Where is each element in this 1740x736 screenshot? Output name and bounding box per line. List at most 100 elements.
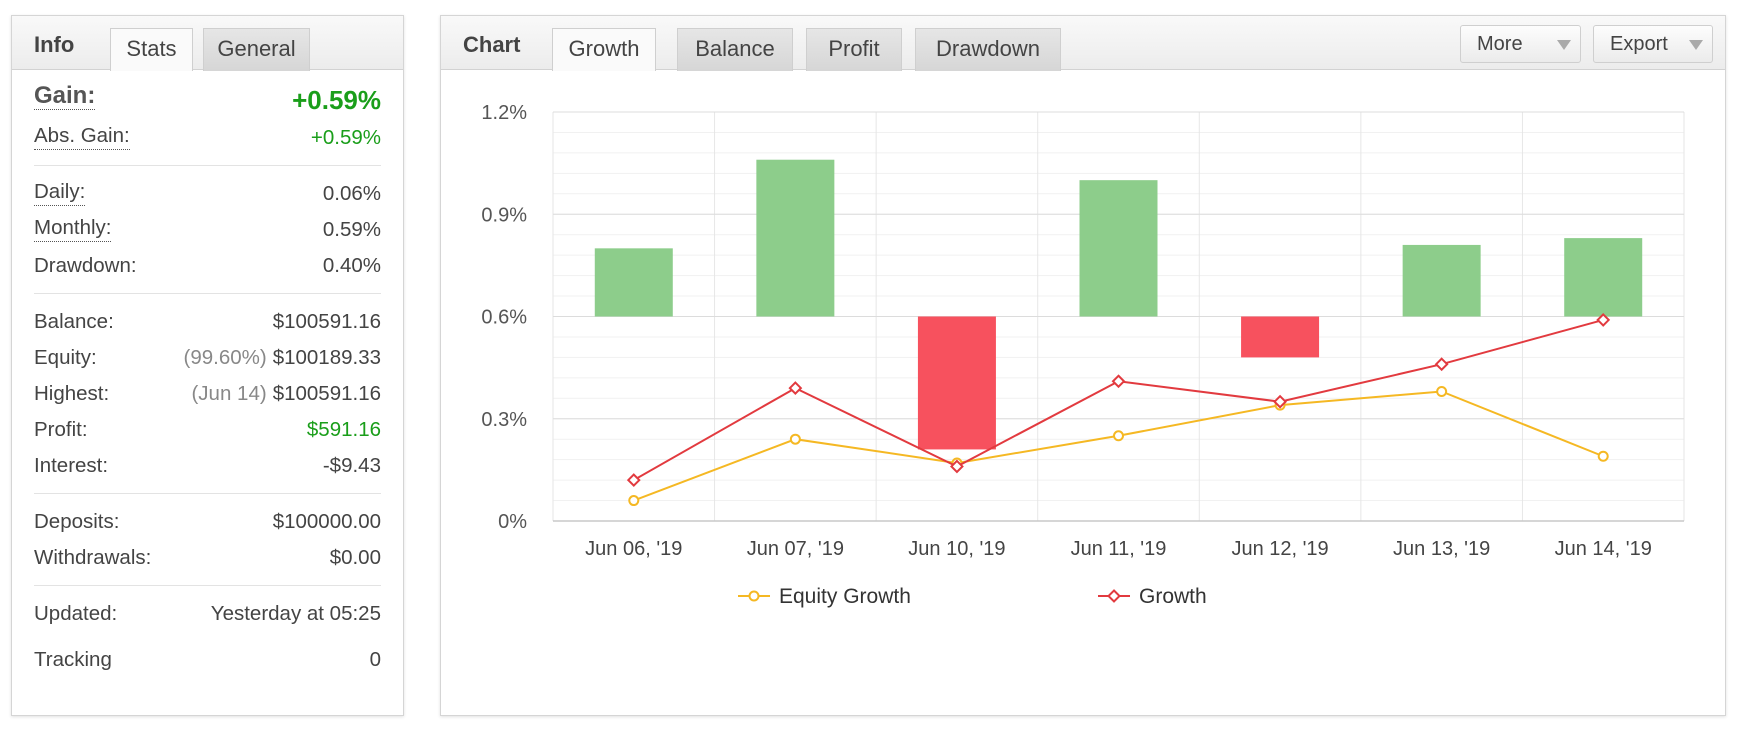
more-chevron-down-icon: [1557, 40, 1571, 50]
tab-stats[interactable]: Stats: [110, 28, 193, 71]
growth-point: [1111, 374, 1126, 389]
info-panel-title: Info: [34, 32, 75, 57]
more-label: More: [1477, 33, 1523, 55]
drawdown-label: Drawdown:: [34, 254, 137, 277]
equity-value: $100189.33: [272, 346, 381, 369]
updated-value: Yesterday at 05:25: [210, 602, 381, 625]
equity-value-group: (99.60%) $100189.33: [184, 340, 382, 376]
highest-date: (Jun 14): [191, 382, 267, 405]
abs-gain-row: Abs. Gain: +0.59%: [34, 120, 381, 156]
daily-label[interactable]: Daily:: [34, 179, 86, 206]
y-tick-label: 0.3%: [481, 409, 527, 431]
tab-general[interactable]: General: [203, 28, 310, 71]
growth-point: [950, 459, 964, 474]
equity-growth-point: [1436, 385, 1448, 397]
tracking-value: 0: [369, 648, 381, 671]
status-section: Updated: Yesterday at 05:25 Tracking 0: [34, 586, 381, 687]
equity-growth-point: [1113, 430, 1124, 442]
deposits-row: Deposits: $100000.00: [34, 504, 381, 540]
export-chevron-down-icon: [1689, 40, 1703, 50]
equity-growth-line: [633, 390, 1604, 502]
highest-value: $100591.16: [272, 382, 381, 405]
export-label: Export: [1610, 33, 1668, 55]
growth-line: [633, 318, 1604, 481]
equity-growth-point: [789, 433, 801, 445]
updated-label: Updated:: [34, 602, 118, 625]
rates-section: Daily: 0.06% Monthly: 0.59% Drawdown: 0.…: [34, 166, 381, 294]
abs-gain-value: +0.59%: [310, 126, 381, 149]
equity-growth-point: [628, 495, 640, 507]
growth-point: [1596, 312, 1611, 327]
deposits-value: $100000.00: [272, 510, 381, 533]
tab-drawdown[interactable]: Drawdown: [915, 28, 1061, 71]
updated-row: Updated: Yesterday at 05:25: [34, 596, 381, 632]
balance-value: $100591.16: [272, 310, 381, 333]
growth-bar: [917, 316, 996, 450]
chart-panel-header: Chart Growth Balance Profit Drawdown Mor…: [441, 16, 1725, 71]
legend-circle-icon: [748, 590, 760, 602]
y-tick-label: 0.6%: [481, 307, 527, 329]
monthly-label[interactable]: Monthly:: [34, 215, 112, 242]
x-tick-label: Jun 14, '19: [1555, 538, 1652, 560]
growth-chart: 0% 0.3% 0.6% 0.9% 1.2% Jun 06, '19 Jun 07, '19…: [481, 102, 1685, 608]
growth-bar: [1402, 244, 1481, 317]
y-tick-label: 1.2%: [481, 102, 527, 124]
profit-row: Profit: $591.16: [34, 412, 381, 448]
growth-point: [1273, 394, 1287, 409]
x-tick-label: Jun 13, '19: [1393, 538, 1490, 560]
growth-bar: [594, 248, 673, 317]
equity-growth-point: [1597, 450, 1609, 462]
tab-profit[interactable]: Profit: [806, 28, 902, 71]
growth-bar: [1564, 238, 1643, 317]
interest-row: Interest: -$9.43: [34, 448, 381, 484]
funds-section: Deposits: $100000.00 Withdrawals: $0.00: [34, 494, 381, 586]
growth-point: [788, 381, 803, 395]
x-tick-label: Jun 06, '19: [585, 538, 682, 560]
more-dropdown[interactable]: More: [1460, 25, 1581, 63]
info-panel-header: Info Stats General: [12, 16, 403, 71]
growth-bar: [1079, 180, 1158, 317]
gain-section: Gain: +0.59% Abs. Gain: +0.59%: [34, 70, 381, 166]
abs-gain-label[interactable]: Abs. Gain:: [34, 123, 130, 150]
info-panel: Info Stats General Gain: +0.59% Abs. Gai…: [11, 15, 404, 716]
export-dropdown[interactable]: Export: [1593, 25, 1713, 63]
tracking-label: Tracking: [34, 648, 112, 671]
legend-label[interactable]: Growth: [1139, 585, 1207, 608]
withdrawals-label: Withdrawals:: [34, 546, 152, 569]
daily-value: 0.06%: [322, 182, 381, 205]
monthly-value: 0.59%: [322, 218, 381, 241]
gain-label[interactable]: Gain:: [34, 82, 96, 110]
equity-label: Equity:: [34, 346, 97, 369]
chart-panel-title: Chart: [463, 32, 521, 57]
growth-bar: [1241, 316, 1320, 358]
legend-diamond-icon: [1107, 589, 1121, 603]
gain-value: +0.59%: [292, 85, 381, 115]
x-tick-label: Jun 07, '19: [747, 538, 844, 560]
highest-row: Highest: (Jun 14) $100591.16: [34, 376, 381, 412]
chart-panel: Chart Growth Balance Profit Drawdown Mor…: [440, 15, 1726, 716]
x-tick-label: Jun 11, '19: [1071, 538, 1167, 560]
x-tick-label: Jun 10, '19: [908, 538, 1005, 560]
growth-point: [626, 473, 641, 488]
withdrawals-value: $0.00: [329, 546, 381, 569]
legend-label[interactable]: Equity Growth: [779, 585, 911, 608]
account-section: Balance: $100591.16 Equity: (99.60%) $100…: [34, 294, 381, 494]
drawdown-value: 0.40%: [322, 254, 381, 277]
highest-value-group: (Jun 14) $100591.16: [191, 376, 381, 412]
x-tick-label: Jun 12, '19: [1231, 538, 1328, 560]
growth-point: [1434, 357, 1449, 372]
balance-row: Balance: $100591.16: [34, 304, 381, 340]
drawdown-row: Drawdown: 0.40%: [34, 248, 381, 284]
withdrawals-row: Withdrawals: $0.00: [34, 540, 381, 576]
gain-row: Gain: +0.59%: [34, 80, 381, 120]
y-tick-label: 0%: [498, 511, 527, 533]
growth-bar: [756, 159, 835, 317]
deposits-label: Deposits:: [34, 510, 120, 533]
highest-label: Highest:: [34, 382, 110, 405]
balance-label: Balance:: [34, 310, 114, 333]
tab-growth[interactable]: Growth: [552, 28, 656, 71]
monthly-row: Monthly: 0.59%: [34, 212, 381, 248]
tab-balance[interactable]: Balance: [677, 28, 793, 71]
equity-row: Equity: (99.60%) $100189.33: [34, 340, 381, 376]
interest-value: -$9.43: [322, 454, 381, 477]
